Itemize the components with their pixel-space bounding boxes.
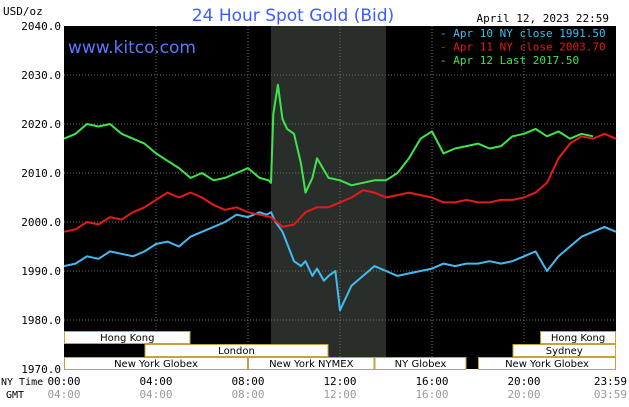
- legend: - Apr 10 NY close 1991.50- Apr 11 NY clo…: [440, 27, 606, 67]
- x-tick-label: 16:00: [415, 375, 448, 388]
- market-label: London: [218, 346, 255, 357]
- market-label: Hong Kong: [100, 333, 154, 344]
- market-box: [374, 357, 467, 370]
- market-box: [540, 331, 616, 344]
- x-tick-label: 00:00: [47, 375, 80, 388]
- chart-title: 24 Hour Spot Gold (Bid): [192, 6, 394, 26]
- gmt-tick-label: 04:00: [139, 388, 172, 401]
- y-tick-label: 1970.0: [21, 363, 61, 376]
- ny-time-label: NY Time: [1, 377, 43, 388]
- y-tick-label: 2030.0: [21, 69, 61, 82]
- legend-entry: - Apr 11 NY close 2003.70: [440, 41, 606, 54]
- x-tick-label: 08:00: [231, 375, 264, 388]
- unit-label: USD/oz: [3, 5, 43, 18]
- market-box: [64, 357, 248, 370]
- y-tick-label: 2040.0: [21, 20, 61, 33]
- market-box: [512, 344, 616, 357]
- market-layer: Hong Kong Hong Kong London Sydney New York G…: [64, 331, 616, 370]
- gmt-tick-label: 16:00: [415, 388, 448, 401]
- market-box: [248, 357, 375, 370]
- legend-entry: - Apr 12 Last 2017.50: [440, 54, 579, 67]
- market-label: Sydney: [546, 346, 583, 357]
- gmt-tick-label: 12:00: [323, 388, 356, 401]
- x-tick-label: 20:00: [507, 375, 540, 388]
- market-label: NY Globex: [395, 359, 447, 370]
- y-tick-label: 1980.0: [21, 314, 61, 327]
- market-label: New York NYMEX: [269, 359, 354, 370]
- website-label: www.kitco.com: [68, 38, 196, 58]
- x-tick-label: 12:00: [323, 375, 356, 388]
- series-layer: [63, 83, 617, 312]
- y-tick-label: 2010.0: [21, 167, 61, 180]
- legend-entry: - Apr 10 NY close 1991.50: [440, 27, 606, 40]
- series-line-apr12: [63, 83, 594, 194]
- market-label: New York Globex: [114, 359, 198, 370]
- market-box: [144, 344, 329, 357]
- gmt-tick-label: 04:00: [47, 388, 80, 401]
- gmt-tick-label: 03:59: [594, 388, 627, 401]
- x-tick-label: 04:00: [139, 375, 172, 388]
- gmt-tick-label: 08:00: [231, 388, 264, 401]
- y-tick-label: 2020.0: [21, 118, 61, 131]
- shade-layer: [271, 26, 386, 369]
- series-line-apr11: [63, 132, 617, 233]
- market-box: [478, 357, 616, 370]
- session-shade: [271, 26, 386, 369]
- y-tick-label: 2000.0: [21, 216, 61, 229]
- x-tick-label: 23:59: [594, 375, 627, 388]
- market-box: [64, 331, 191, 344]
- x-axis: 00:00 04:00 08:00 12:00 16:00 20:00 23:5904:00…: [47, 375, 627, 401]
- market-label: New York Globex: [505, 359, 589, 370]
- series-line-apr10: [63, 211, 617, 312]
- market-label: Hong Kong: [551, 333, 605, 344]
- gmt-label: GMT: [6, 390, 24, 401]
- y-tick-label: 1990.0: [21, 265, 61, 278]
- y-axis: 2040.0 2030.0 2020.0 2010.0 2000.0 1990.0 1980…: [21, 20, 61, 376]
- gmt-tick-label: 20:00: [507, 388, 540, 401]
- chart-date: April 12, 2023 22:59: [477, 12, 609, 25]
